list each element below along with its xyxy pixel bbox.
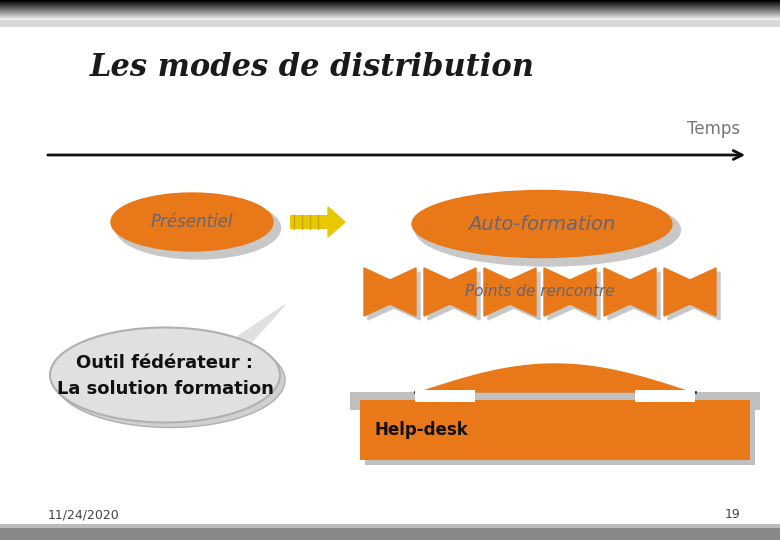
Polygon shape [668,272,720,320]
Bar [0,12,780,13]
Text: Outil fédérateur :: Outil fédérateur : [76,354,254,372]
Text: 19: 19 [725,509,740,522]
Polygon shape [368,272,420,320]
Polygon shape [604,268,656,316]
Bar [290,215,328,229]
Polygon shape [544,268,596,316]
Polygon shape [604,268,656,316]
Polygon shape [428,272,480,320]
Bar [365,405,755,465]
Bar [0,18,780,19]
Bar [0,16,780,17]
Polygon shape [424,268,476,316]
Polygon shape [328,207,345,237]
Text: La solution formation: La solution formation [57,380,274,398]
Bar [0,14,780,15]
Bar [0,10,780,11]
Bar [0,5,780,6]
Text: Temps: Temps [687,120,740,138]
Polygon shape [424,268,476,316]
Bar [0,524,780,528]
Polygon shape [664,268,716,316]
Polygon shape [668,272,720,320]
Polygon shape [484,268,536,316]
Polygon shape [364,268,416,316]
Text: Auto-formation: Auto-formation [468,214,615,233]
Polygon shape [664,268,716,316]
Bar [360,400,750,460]
Bar [0,8,780,9]
Ellipse shape [416,194,680,266]
Polygon shape [368,272,420,320]
Polygon shape [428,272,480,320]
Bar [0,13,780,14]
Bar [350,392,760,410]
Text: 11/24/2020: 11/24/2020 [48,509,120,522]
Polygon shape [425,370,695,398]
Polygon shape [420,364,690,392]
Polygon shape [364,268,416,316]
Polygon shape [548,272,600,320]
Ellipse shape [111,193,273,251]
Bar [0,9,780,10]
Polygon shape [544,268,596,316]
Bar [0,1,780,2]
Bar [0,7,780,8]
Polygon shape [608,272,660,320]
Bar [0,15,780,16]
Ellipse shape [50,327,280,422]
Bar [0,11,780,12]
Polygon shape [225,305,285,355]
Bar [415,390,475,402]
Text: Présentiel: Présentiel [151,213,233,231]
Bar [0,20,780,27]
Polygon shape [608,272,660,320]
Polygon shape [548,272,600,320]
Polygon shape [488,272,540,320]
Bar [0,17,780,18]
Bar [0,2,780,3]
Polygon shape [488,272,540,320]
Bar [0,3,780,4]
Bar [635,390,695,402]
Ellipse shape [115,197,281,259]
Text: Les modes de distribution: Les modes de distribution [90,52,535,84]
Text: Help-desk: Help-desk [374,421,468,439]
Polygon shape [484,268,536,316]
Bar [0,6,780,7]
Ellipse shape [412,191,672,258]
Bar [0,19,780,20]
Bar [0,528,780,540]
Bar [0,0,780,1]
Text: Points de rencontre: Points de rencontre [465,285,615,300]
Ellipse shape [55,333,285,428]
Bar [0,4,780,5]
